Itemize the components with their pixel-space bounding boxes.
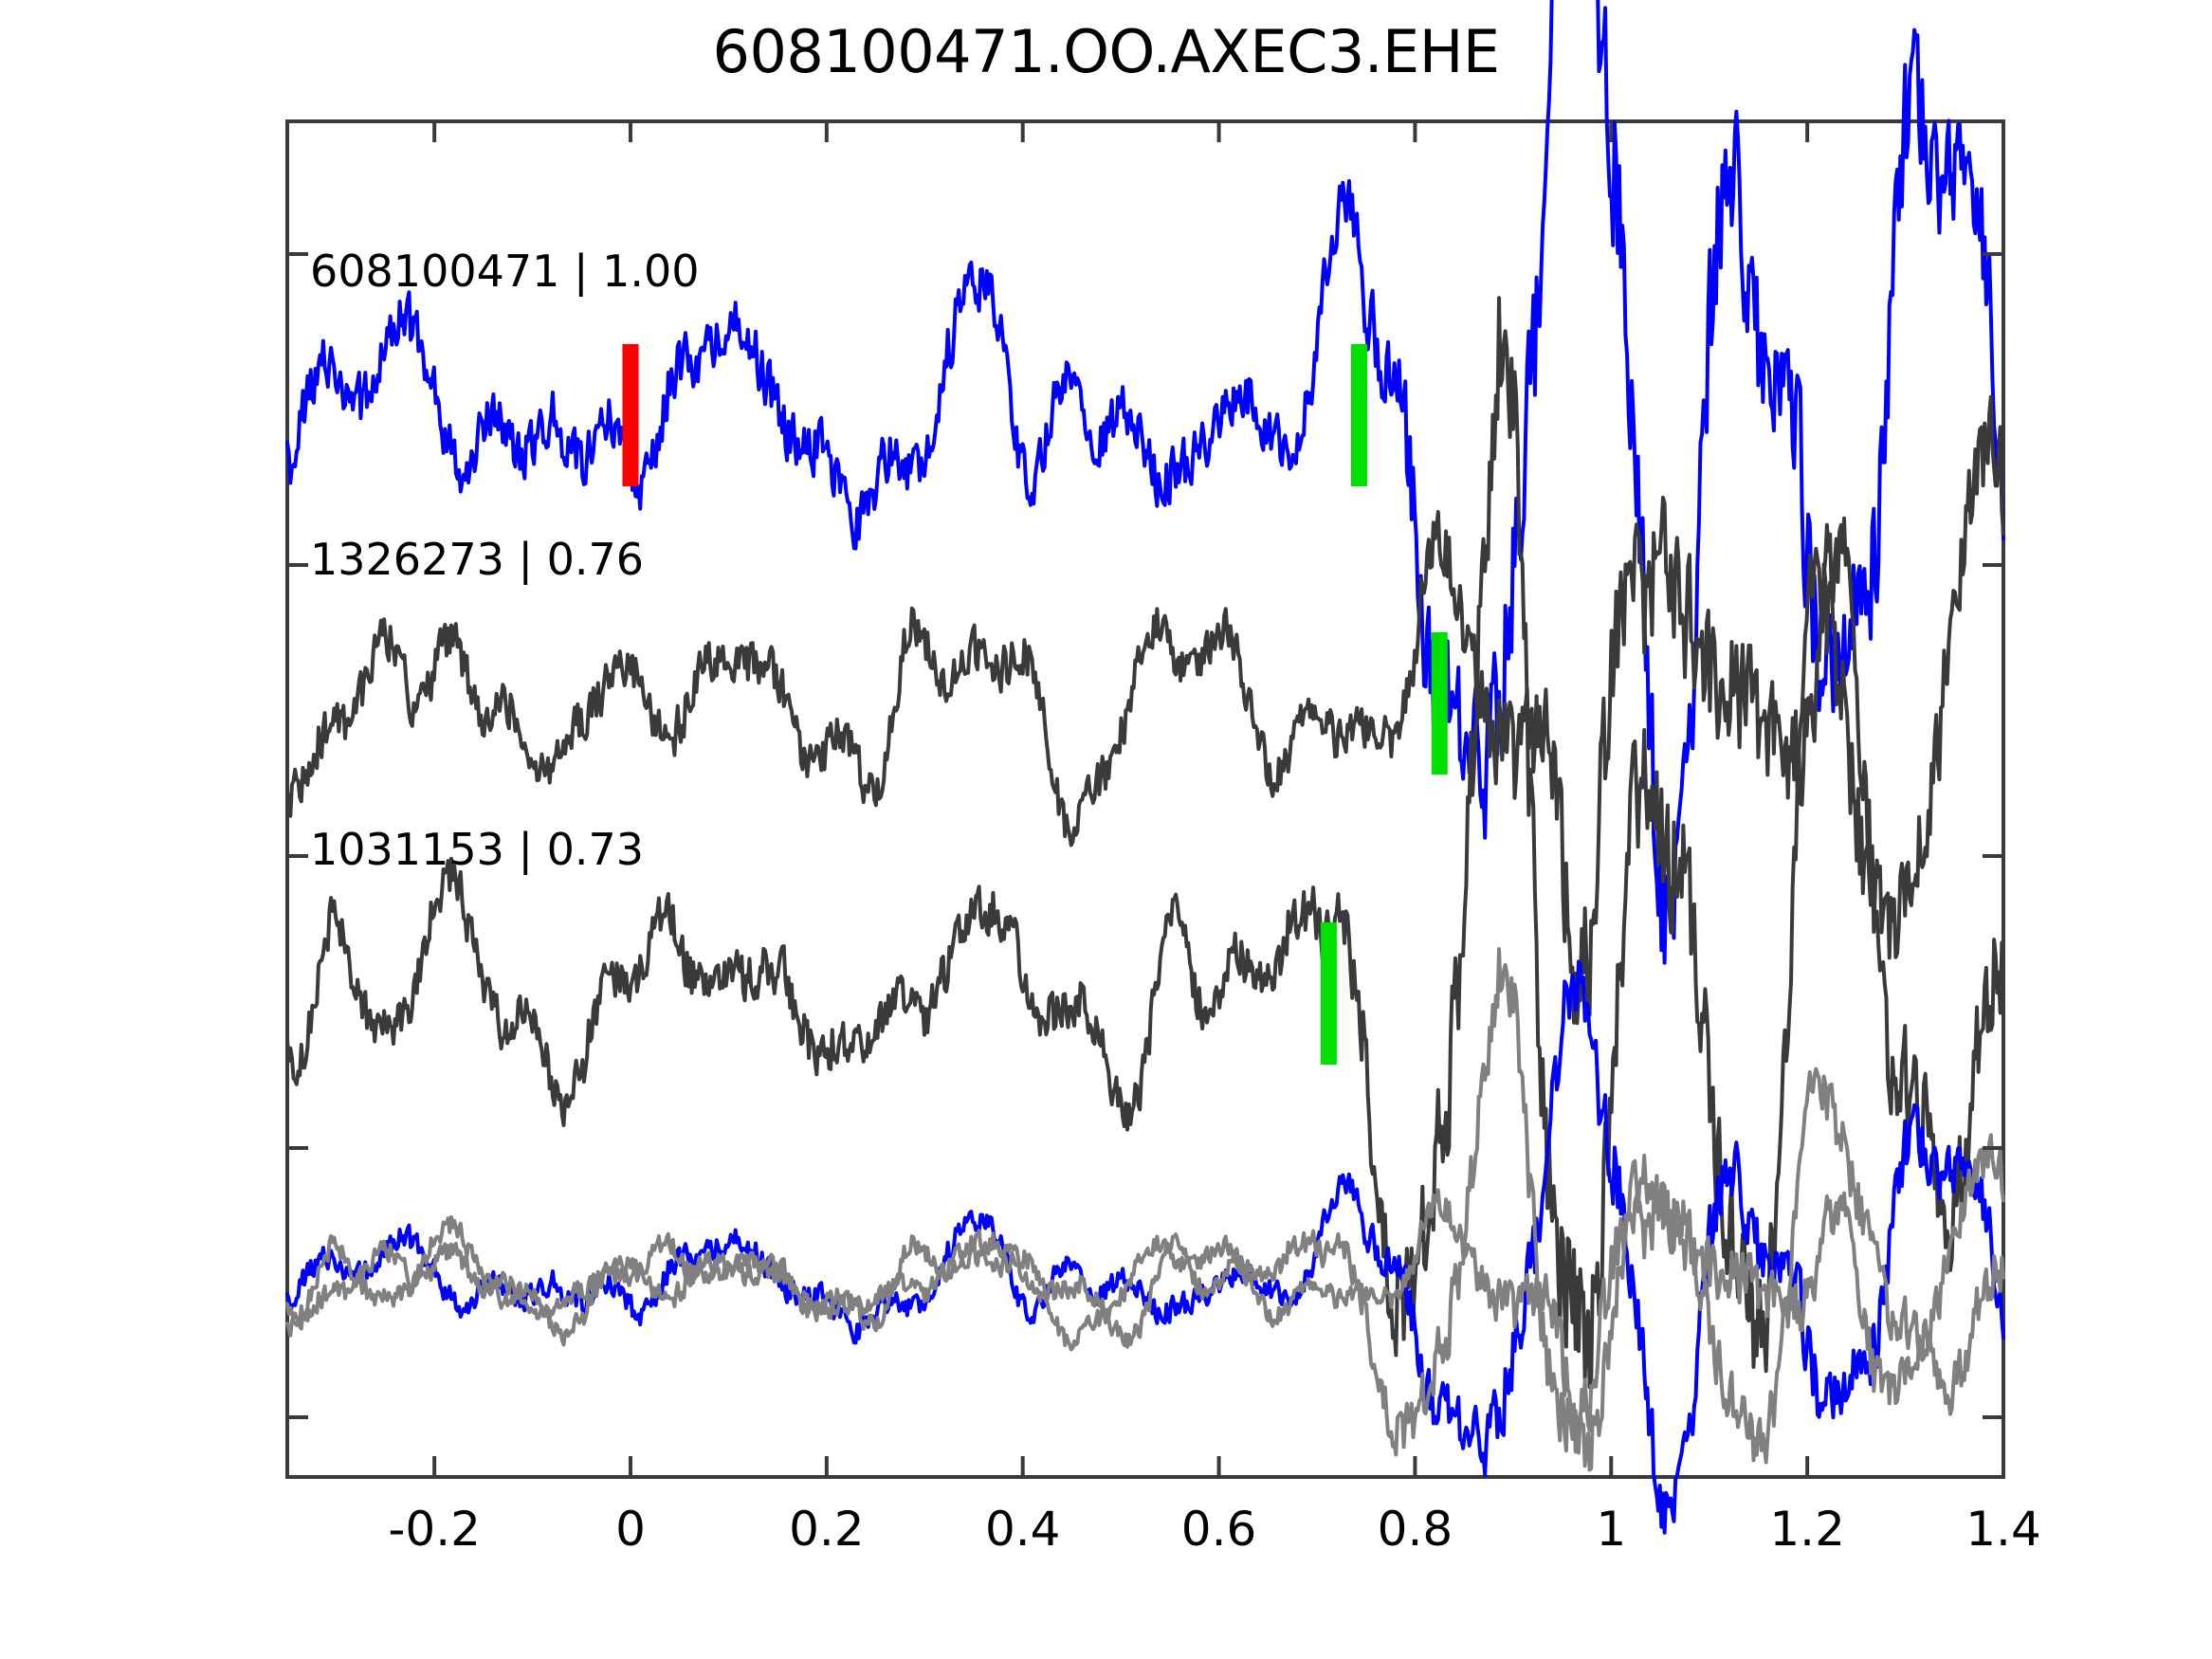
x-tick-label: 0.8 — [1378, 1502, 1453, 1557]
waveform-trace-detection-1 — [285, 394, 2005, 1026]
waveform-trace-overlay — [285, 1133, 2005, 1437]
waveform-trace-detection-2 — [285, 296, 2005, 1390]
x-tick-label: 0.6 — [1181, 1502, 1257, 1557]
waveform-trace-template — [285, 0, 2005, 965]
x-tick-label: 1.4 — [1965, 1502, 2041, 1557]
trace-labels-group: 608100471 | 1.00 1326273 | 0.76 1031153 | … — [310, 246, 700, 876]
axis-ticks-group: -0.2 0 0.2 0.4 0.6 0.8 1 1.2 1.4 — [287, 121, 2041, 1557]
trace-label-detection-2: 1031153 | 0.73 — [310, 824, 644, 876]
x-tick-label: 1 — [1596, 1502, 1626, 1557]
x-tick-label: 0 — [615, 1502, 646, 1557]
x-tick-label: 1.2 — [1769, 1502, 1845, 1557]
page-title: 608100471.OO.AXEC3.EHE — [712, 17, 1501, 86]
x-tick-label: -0.2 — [388, 1502, 481, 1557]
x-tick-label: 0.4 — [985, 1502, 1061, 1557]
traces-group — [285, 0, 2005, 1535]
trace-label-detection-1: 1326273 | 0.76 — [310, 534, 644, 586]
trace-label-template: 608100471 | 1.00 — [310, 246, 700, 298]
x-tick-label: 0.2 — [789, 1502, 865, 1557]
pick-markers-group — [622, 344, 1448, 1065]
waveform-trace-overlay — [285, 947, 2005, 1472]
